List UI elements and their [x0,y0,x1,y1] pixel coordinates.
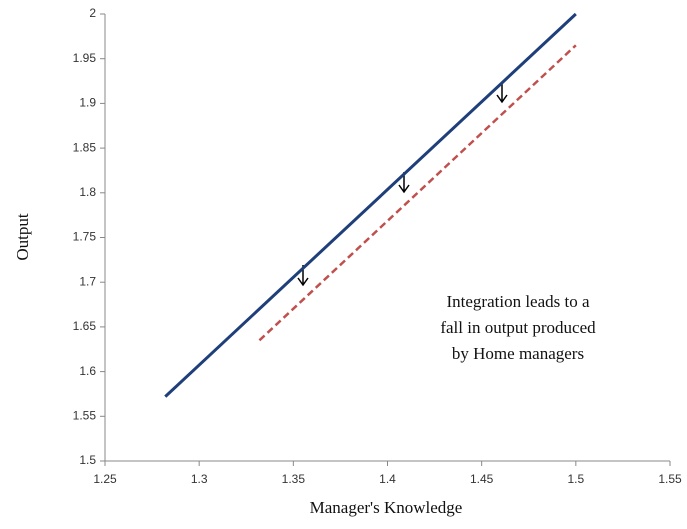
line [258,44,577,342]
y-tick-label: 1.55 [73,408,97,422]
x-tick-label: 1.3 [191,472,208,486]
x-tick-label: 1.35 [282,472,306,486]
y-tick-label: 1.9 [79,96,96,110]
y-tick-label: 1.8 [79,185,96,199]
x-tick-label: 1.45 [470,472,494,486]
y-tick-label: 1.75 [73,230,97,244]
y-axis-label: Output [13,213,32,261]
x-tick-label: 1.4 [379,472,396,486]
arrows [297,82,508,287]
annotation: fall in output produced [440,318,596,337]
x-tick-label: 1.5 [567,472,584,486]
y-tick-label: 1.65 [73,319,97,333]
annotation: Integration leads to a [446,292,589,311]
x-axis-label: Manager's Knowledge [310,498,463,517]
y-tick-label: 1.85 [73,140,97,154]
line [164,12,577,398]
x-tick-label: 1.55 [658,472,682,486]
y-tick-label: 2 [89,6,96,20]
arrow [496,82,508,104]
y-tick-label: 1.95 [73,51,97,65]
x-tick-label: 1.25 [93,472,117,486]
annotation: by Home managers [452,344,584,363]
y-tick-label: 1.6 [79,364,96,378]
y-tick-label: 1.7 [79,274,96,288]
y-tick-label: 1.5 [79,453,96,467]
